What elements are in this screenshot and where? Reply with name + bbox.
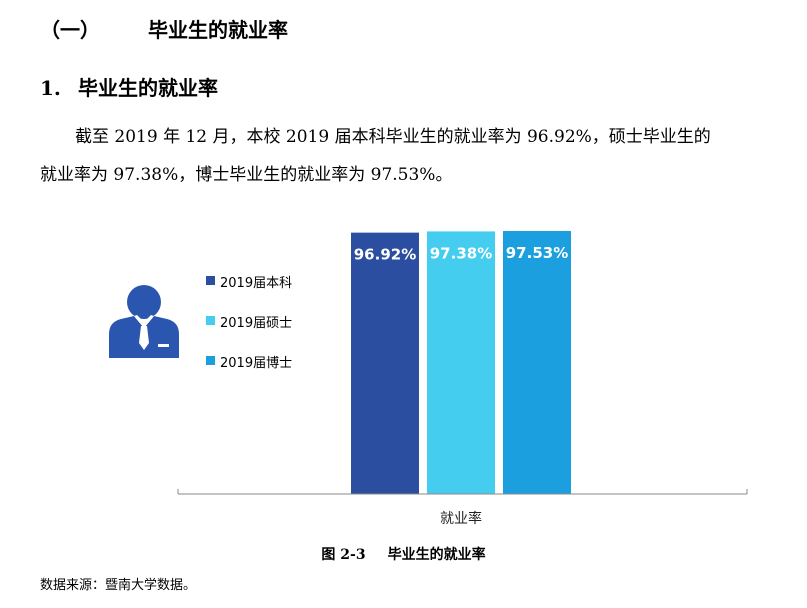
section-number: （一） bbox=[40, 18, 100, 42]
source-note: 数据来源：暨南大学数据。 bbox=[40, 578, 197, 593]
data-label-master: 97.38% bbox=[430, 244, 492, 262]
paragraph-line-2: 就业率为 97.38%，博士毕业生的就业率为 97.53%。 bbox=[40, 165, 453, 185]
figure-title: 毕业生的就业率 bbox=[387, 547, 486, 563]
legend-item-master: 2019届硕士 bbox=[206, 312, 292, 331]
bar-master bbox=[427, 231, 495, 495]
bar-undergrad bbox=[351, 232, 419, 494]
bar-doctor bbox=[503, 231, 571, 494]
figure-caption: 图 2-3 毕业生的就业率 bbox=[0, 544, 807, 564]
data-label-doctor: 97.53% bbox=[506, 244, 568, 262]
x-axis-category-label: 就业率 bbox=[440, 510, 482, 527]
legend-label-master: 2019届硕士 bbox=[220, 316, 293, 331]
person-with-tie-icon bbox=[109, 285, 179, 358]
legend-label-doctor: 2019届博士 bbox=[220, 356, 293, 371]
legend-swatch-doctor bbox=[206, 356, 215, 365]
legend-label-undergrad: 2019届本科 bbox=[220, 276, 293, 291]
section-title: 毕业生的就业率 bbox=[148, 18, 288, 42]
subsection-number: 1. bbox=[40, 76, 61, 100]
legend-swatch-master bbox=[206, 316, 215, 325]
data-label-undergrad: 96.92% bbox=[354, 246, 416, 264]
section-heading: （一） 毕业生的就业率 bbox=[40, 14, 288, 43]
legend-item-undergrad: 2019届本科 bbox=[206, 272, 292, 291]
legend-item-doctor: 2019届博士 bbox=[206, 352, 292, 371]
subsection-heading: 1. 毕业生的就业率 bbox=[40, 72, 218, 101]
paragraph-line-1: 截至 2019 年 12 月，本校 2019 届本科毕业生的就业率为 96.92… bbox=[75, 127, 711, 147]
bars-layer: 96.92% 97.38% 97.53% bbox=[351, 231, 571, 495]
subsection-title: 毕业生的就业率 bbox=[78, 76, 218, 100]
figure-number: 图 2-3 bbox=[321, 547, 366, 563]
legend-swatch-undergrad bbox=[206, 276, 215, 285]
